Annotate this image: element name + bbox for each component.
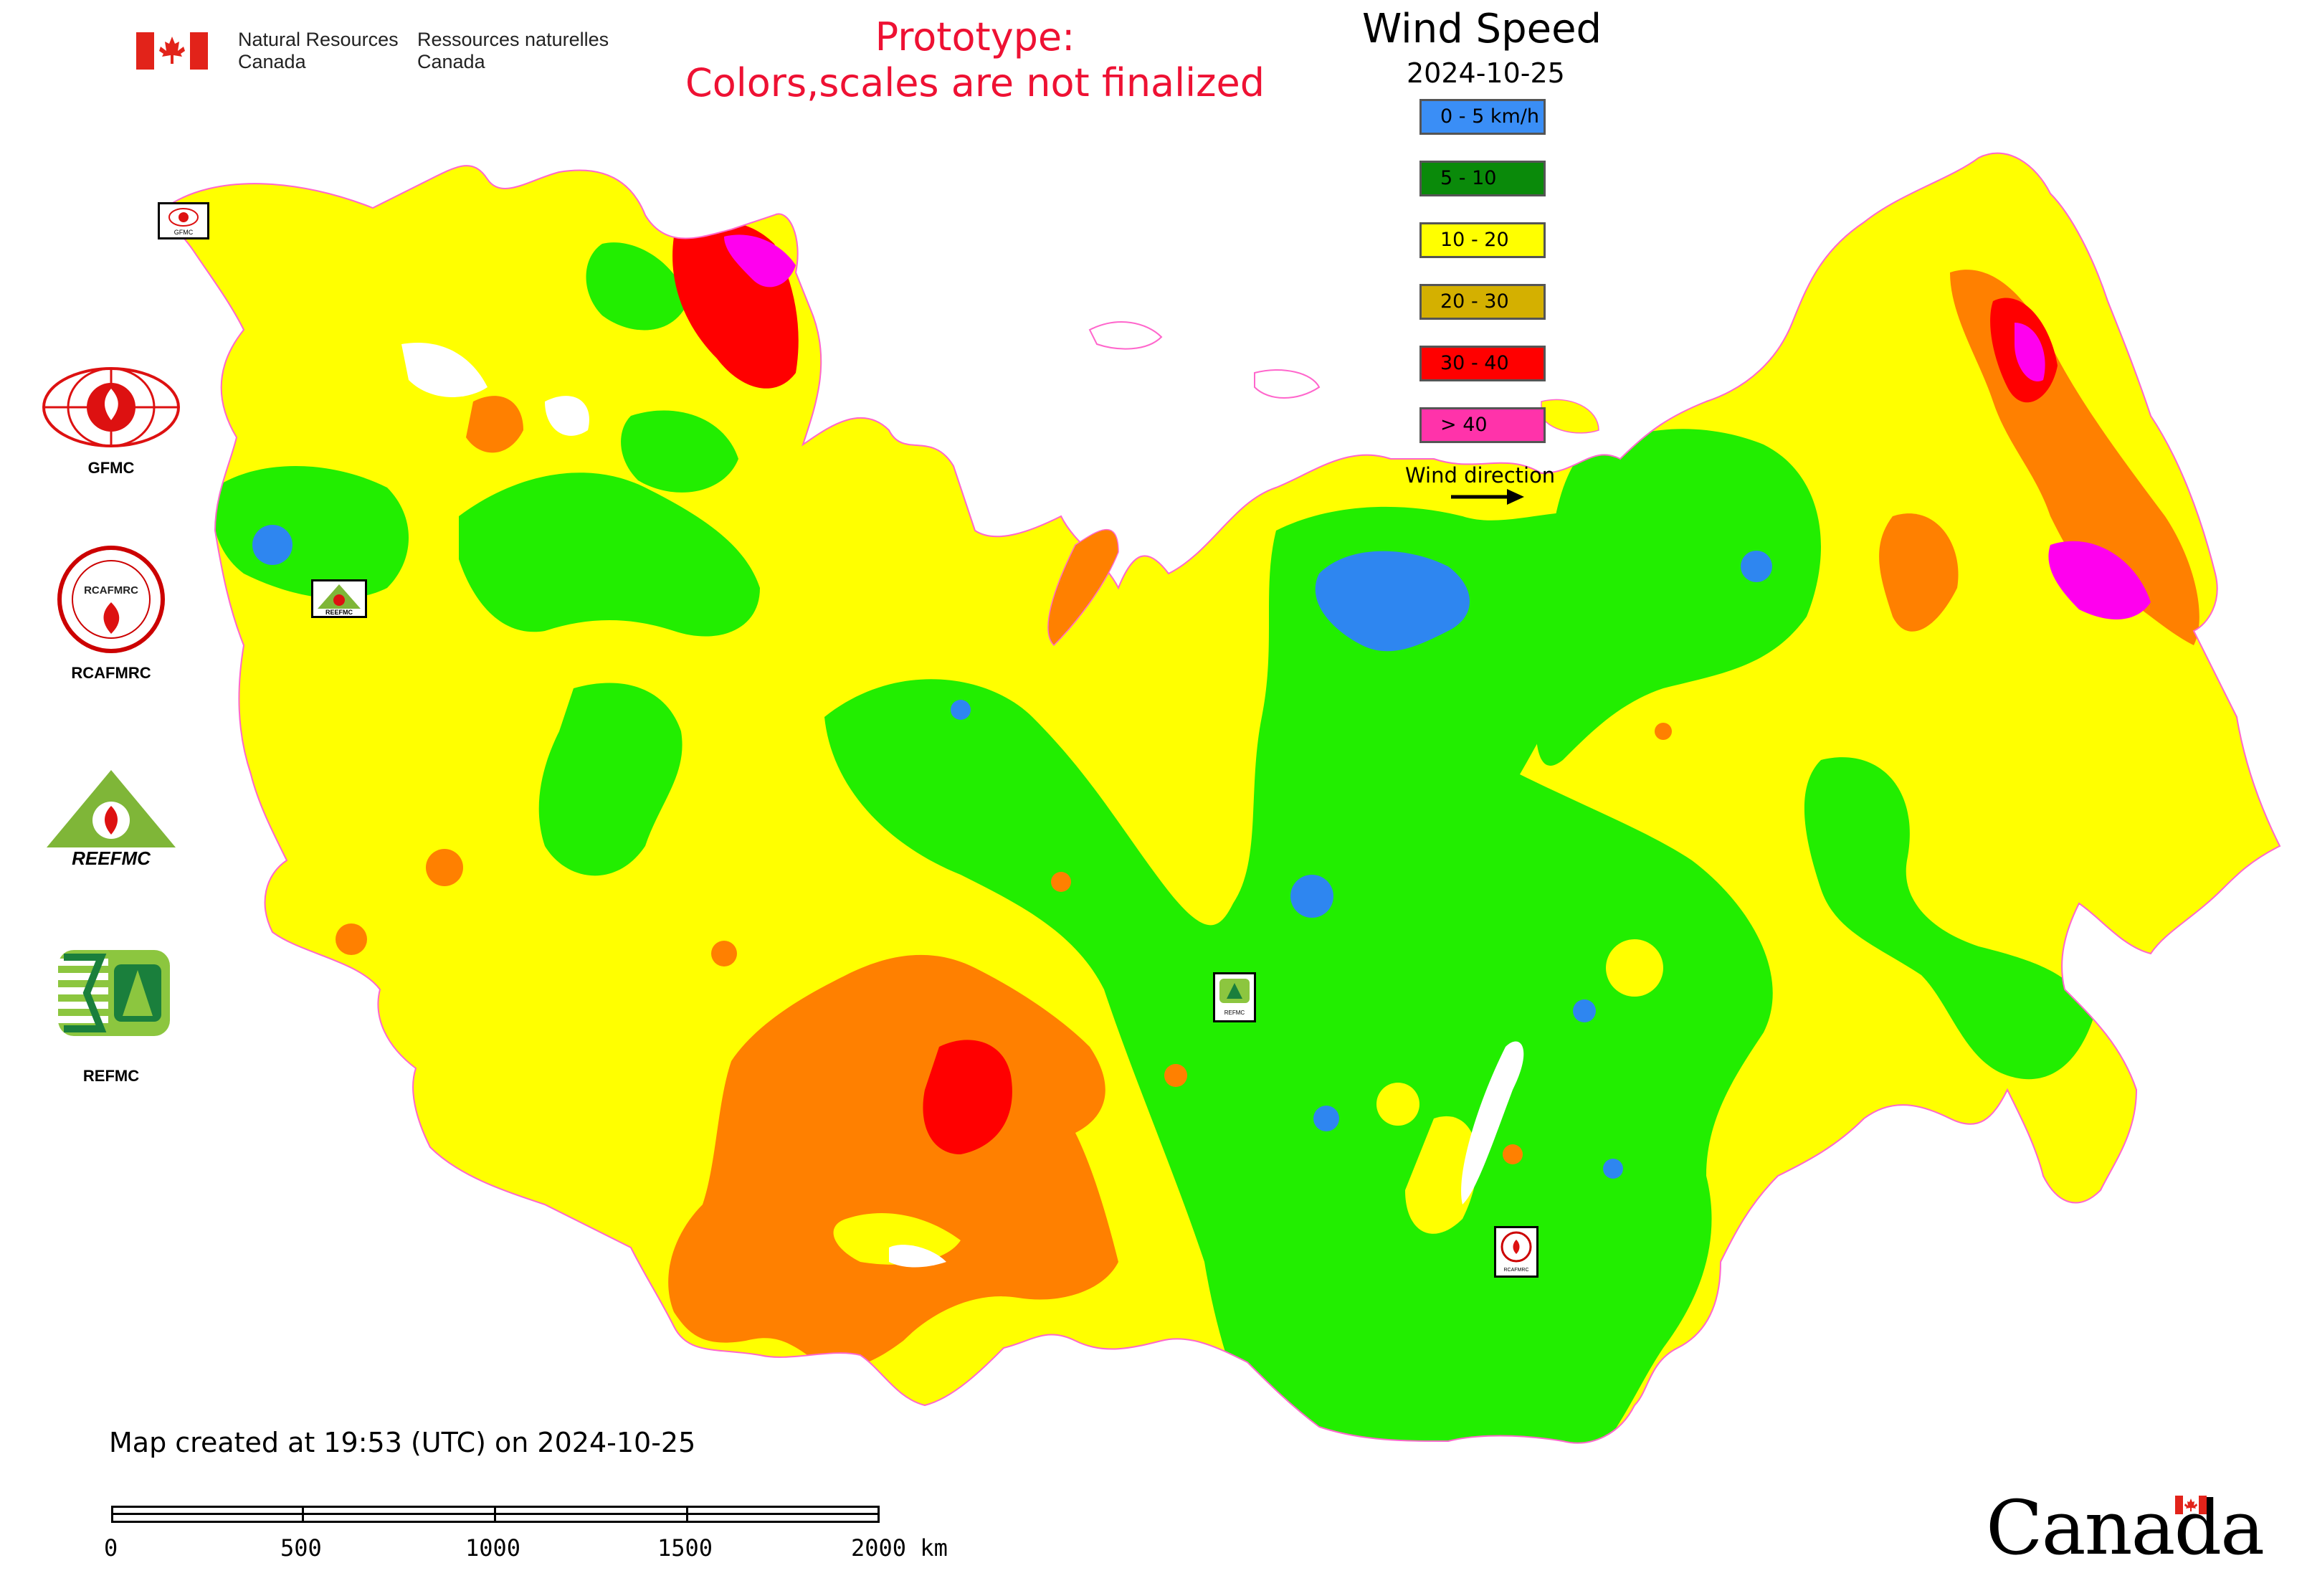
reefmc-marker[interactable]: REEFMC: [311, 579, 367, 618]
svg-text:REFMC: REFMC: [1224, 1010, 1245, 1016]
legend-date: 2024-10-25: [1407, 57, 1565, 89]
legend-label-strong: 30 - 40: [1440, 352, 1509, 374]
refmc-logo-label: REFMC: [82, 1067, 140, 1085]
gfmc-logo-label: GFMC: [87, 459, 135, 477]
scale-tick-1000: [494, 1506, 496, 1523]
gfmc-logo: [42, 367, 180, 447]
svg-text:RCAFMRC: RCAFMRC: [84, 584, 138, 597]
scale-label-1500: 1500: [657, 1534, 713, 1562]
legend-label-calm: 0 - 5 km/h: [1440, 105, 1539, 128]
legend-swatch-moderate: 10 - 20: [1419, 222, 1546, 258]
legend-label-light: 5 - 10: [1440, 167, 1497, 189]
canada-wordmark-flag-icon: [2175, 1496, 2207, 1514]
scale-label-0: 0: [104, 1534, 118, 1562]
prototype-title: Prototype:: [875, 14, 1075, 60]
prototype-subtitle: Colors,scales are not finalized: [685, 60, 1265, 105]
nrcan-signature: Natural Resources Canada Ressources natu…: [136, 29, 624, 79]
rcafmrc-logo-label: RCAFMRC: [71, 664, 151, 682]
gfmc-marker-icon: GFMC: [168, 208, 199, 236]
canada-flag-icon: [136, 32, 208, 70]
agency-en-line2: Canada: [238, 51, 306, 72]
legend-label-moderate: 10 - 20: [1440, 229, 1509, 251]
legend-swatch-gale: > 40: [1419, 407, 1546, 443]
refmc-marker[interactable]: REFMC: [1213, 972, 1256, 1022]
refmc-marker-icon: REFMC: [1219, 979, 1250, 1016]
legend-title: Wind Speed: [1362, 6, 1602, 52]
canada-wordmark: Canada: [1986, 1484, 2265, 1577]
wind-direction-label: Wind direction: [1405, 463, 1556, 488]
scale-tick-1500: [686, 1506, 688, 1523]
scale-bar: 0 500 1000 1500 2000 km: [104, 1506, 971, 1577]
agency-fr-line2: Canada: [417, 51, 485, 72]
legend-swatch-light: 5 - 10: [1419, 161, 1546, 196]
rcafmrc-marker[interactable]: RCAFMRC: [1494, 1226, 1538, 1278]
prototype-notice: Prototype: Colors,scales are not finaliz…: [674, 14, 1276, 106]
legend-swatch-fresh: 20 - 30: [1419, 284, 1546, 320]
gfmc-marker[interactable]: GFMC: [158, 202, 209, 239]
svg-text:REEFMC: REEFMC: [325, 609, 353, 616]
legend-swatch-calm: 0 - 5 km/h: [1419, 99, 1546, 135]
rcafmrc-logo: RCAFMRC: [57, 546, 165, 653]
legend-label-gale: > 40: [1440, 414, 1488, 436]
legend-swatch-strong: 30 - 40: [1419, 346, 1546, 381]
reefmc-wordmark: REEFMC: [72, 847, 151, 869]
scale-label-1000: 1000: [465, 1534, 521, 1562]
agency-fr-line1: Ressources naturelles: [417, 29, 609, 50]
reefmc-marker-icon: REEFMC: [318, 584, 361, 616]
legend: Wind Speed 2024-10-25 0 - 5 km/h 5 - 10 …: [1348, 0, 1635, 516]
legend-label-fresh: 20 - 30: [1440, 290, 1509, 313]
canada-wordmark-text: Canada: [1986, 1484, 2265, 1572]
map-created-note: Map created at 19:53 (UTC) on 2024-10-25: [109, 1427, 696, 1458]
agency-en-line1: Natural Resources: [238, 29, 399, 50]
scale-label-2000: 2000 km: [851, 1534, 948, 1562]
svg-text:RCAFMRC: RCAFMRC: [1504, 1268, 1529, 1273]
side-logos: GFMC RCAFMRC RCAFMRC REEFMC REFMC: [25, 351, 197, 1104]
reefmc-logo: [47, 770, 176, 868]
wind-direction-arrow-icon: [1451, 489, 1524, 505]
rcafmrc-marker-icon: RCAFMRC: [1500, 1231, 1532, 1273]
svg-text:GFMC: GFMC: [174, 229, 194, 236]
refmc-logo: [58, 950, 170, 1036]
scale-label-500: 500: [280, 1534, 322, 1562]
scale-tick-500: [302, 1506, 304, 1523]
